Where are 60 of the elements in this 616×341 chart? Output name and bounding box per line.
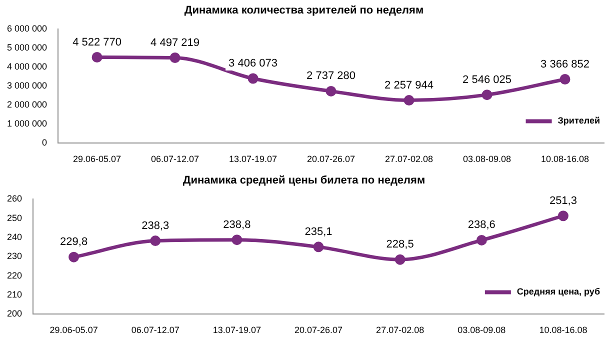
chart-title: Динамика средней цены билета по неделям [182,174,426,187]
legend-label: Средняя цена, руб [516,286,600,297]
data-label: 228,5 [386,238,414,251]
point [170,52,180,64]
data-label: 229,8 [60,236,88,248]
y-tick-label: 210 [6,290,22,300]
point [394,254,406,265]
x-tick-label: 27.07-02.08 [384,154,434,164]
y-tick-label: 4 000 000 [6,62,48,72]
data-label: 238,8 [223,218,251,231]
point [482,90,492,100]
y-tick-label: 220 [6,270,22,280]
x-tick-label: 06.07-12.07 [151,154,200,164]
y-tick-label: 2 000 000 [6,100,48,110]
point [232,234,242,246]
data-label: 3 366 852 [540,58,590,70]
data-label: 2 257 944 [384,79,434,92]
data-label: 3 406 073 [228,58,278,70]
x-tick-label: 03.08-09.08 [458,325,506,336]
y-tick-label: 1 000 000 [6,118,48,129]
y-tick-label: 200 [6,308,22,319]
point [68,252,80,262]
data-label: 4 522 770 [72,36,122,48]
data-label: 251,3 [549,194,577,207]
point [560,74,570,84]
point [476,234,487,246]
x-tick-label: 13.07-19.07 [212,325,261,336]
x-tick-label: 20.07-26.07 [294,325,343,336]
y-tick-label: 0 [42,138,48,148]
x-tick-label: 13.07-19.07 [229,154,278,164]
x-tick-label: 27.07-02.08 [376,325,424,336]
data-label: 238,3 [142,220,170,232]
y-tick-label: 240 [6,232,22,242]
x-tick-label: 29.06-05.07 [50,325,98,336]
data-label: 2 737 280 [306,70,356,82]
data-label: 235,1 [304,226,332,238]
data-label: 2 546 025 [462,74,512,86]
x-tick-label: 10.08-16.08 [539,325,588,336]
point [404,95,414,106]
point [326,86,336,96]
point [150,236,161,246]
y-tick-label: 250 [6,212,22,223]
y-tick-label: 5 000 000 [6,42,48,53]
x-tick-label: 03.08-09.08 [462,154,512,164]
x-tick-label: 29.06-05.07 [73,154,122,164]
y-tick-label: 6 000 000 [6,24,48,34]
point [248,73,258,84]
x-tick-label: 06.07-12.07 [131,325,180,336]
y-tick-label: 3 000 000 [6,80,48,91]
point [313,242,324,252]
chart-title: Динамика количества зрителей по неделям [184,4,424,17]
x-tick-label: 20.07-26.07 [306,154,356,164]
y-tick-label: 260 [6,194,22,204]
y-tick-label: 230 [6,251,22,262]
legend-label: Зрителей [558,116,600,126]
data-label: 238,6 [468,219,496,232]
x-tick-label: 10.08-16.08 [540,154,590,164]
data-label: 4 497 219 [150,36,200,49]
point [558,210,568,222]
point [92,52,102,63]
